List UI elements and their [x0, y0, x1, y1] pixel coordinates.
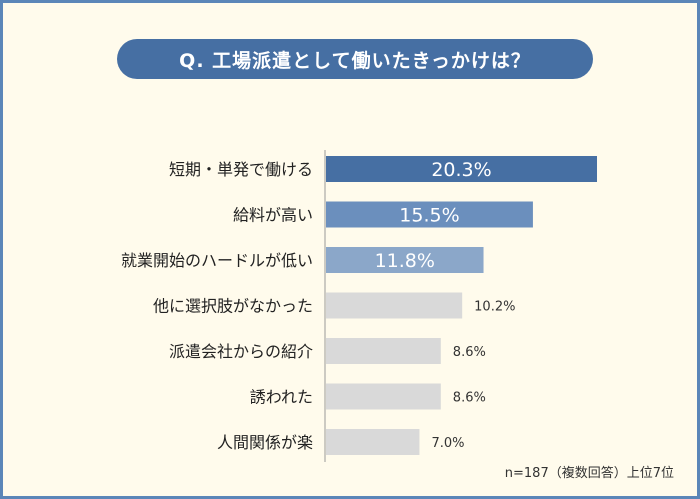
data-label: 8.6%: [453, 391, 486, 406]
data-label: 11.8%: [375, 250, 435, 272]
data-label: 10.2%: [474, 300, 515, 315]
chart-title: Q. 工場派遣として働いたきっかけは？: [117, 39, 593, 79]
category-label: 給料が高い: [233, 206, 313, 225]
category-label: 他に選択肢がなかった: [153, 297, 313, 316]
category-label: 人間関係が楽: [217, 433, 313, 452]
category-label: 誘われた: [250, 388, 313, 407]
category-label: 短期・単発で働ける: [169, 160, 313, 179]
data-label: 15.5%: [399, 205, 459, 227]
bar: [326, 247, 484, 273]
category-label: 就業開始のハードルが低い: [121, 251, 313, 270]
bar: [326, 338, 441, 364]
bar: [326, 429, 420, 455]
bar: [326, 156, 598, 182]
bar: [326, 383, 441, 410]
bar: [326, 292, 463, 319]
bar: [326, 201, 533, 228]
category-label: 派遣会社からの紹介: [169, 342, 313, 361]
data-label: 8.6%: [453, 345, 486, 360]
sample-note: n=187（複数回答）上位7位: [504, 466, 674, 481]
data-label: 7.0%: [431, 436, 464, 451]
data-label: 20.3%: [431, 159, 491, 181]
